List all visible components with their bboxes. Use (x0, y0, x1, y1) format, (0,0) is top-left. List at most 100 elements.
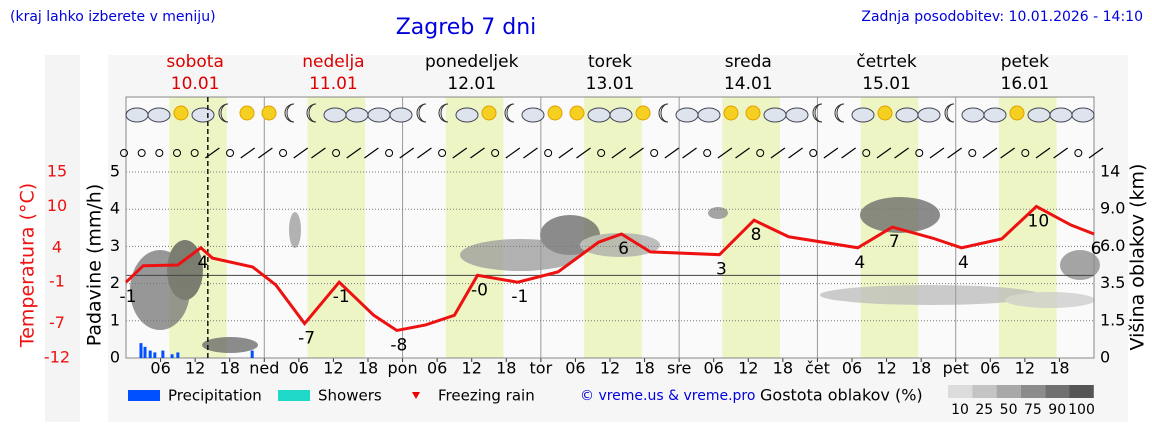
wind-barb (293, 147, 309, 159)
calm-mark (226, 149, 235, 157)
wind-barb (470, 147, 485, 159)
cloud-density (130, 197, 1100, 353)
wind-barb (611, 147, 627, 159)
calm-mark (756, 149, 765, 157)
daylight-band (307, 97, 366, 358)
wind-barb (417, 147, 432, 159)
day-date: 12.01 (447, 74, 496, 94)
cloud-icon (1071, 107, 1095, 123)
cloud-icon (917, 107, 941, 123)
x-tick-label: pon (388, 359, 418, 378)
cloud-icon (785, 107, 809, 123)
wind-barb (399, 147, 415, 159)
density-swatch (1069, 385, 1094, 398)
moon-icon (438, 103, 449, 123)
wind-barb (929, 147, 945, 159)
y-tick-label: 1 (110, 310, 120, 329)
wind-barb (664, 147, 680, 159)
x-tick-label: 12 (600, 359, 620, 378)
x-tick-label: sre (667, 359, 691, 378)
wind-barb (717, 147, 733, 159)
day-date: 15.01 (862, 74, 911, 94)
calm-mark (1074, 149, 1083, 157)
precip-bar (161, 350, 165, 358)
x-tick-label: 06 (704, 359, 724, 378)
cloud-icon (345, 107, 369, 123)
legend-label: Precipitation (168, 387, 262, 405)
cloud-icon (587, 107, 611, 123)
cloud-icon (191, 107, 215, 123)
temp-label: 6 (618, 239, 629, 259)
temp-label: 10 (1028, 211, 1050, 231)
calm-mark (650, 149, 659, 157)
x-tick-label: ned (249, 359, 279, 378)
daylight (169, 97, 1057, 358)
temp-label: 3 (716, 260, 727, 280)
precip-bar (250, 350, 254, 358)
legend-label: Showers (318, 387, 382, 405)
calm-mark (1021, 149, 1030, 157)
wind-barb (894, 147, 909, 159)
calm-mark (968, 149, 977, 157)
calm-mark (438, 149, 447, 157)
x-tick-label: 18 (911, 359, 931, 378)
y-tick-label: 4 (110, 199, 120, 218)
cloud-tick-label: 0 (1100, 348, 1110, 367)
calm-mark (279, 149, 288, 157)
temp-label: -8 (390, 335, 407, 355)
day-date: 10.01 (171, 74, 220, 94)
cloud-icon (521, 107, 545, 123)
cloud-icon (389, 107, 413, 123)
temp-label: -1 (120, 287, 137, 307)
cloud-icon (961, 107, 985, 123)
wind-barb (735, 147, 750, 159)
y-axis-label: Padavine (mm/h) (84, 184, 106, 347)
temp-tick-label: -7 (49, 313, 65, 332)
updated: Zadnja posodobitev: 10.01.2026 - 14:10 (861, 9, 1143, 25)
density-swatch (996, 385, 1021, 398)
x-tick-label: 18 (773, 359, 793, 378)
precip-bar (170, 354, 174, 358)
temp-label: 8 (751, 225, 762, 245)
x-tick-label: 06 (427, 359, 447, 378)
x-tick-label: 12 (323, 359, 343, 378)
wind-row (120, 147, 1104, 159)
precip-bar (139, 343, 143, 358)
x-tick-label: tor (530, 359, 553, 378)
wind-barb (505, 147, 521, 159)
moon-icon (218, 103, 229, 123)
wind-barb (770, 147, 786, 159)
precip-bar (153, 352, 157, 358)
wind-barb (876, 147, 892, 159)
y-tick-label: 3 (110, 236, 120, 255)
sun-icon (723, 105, 739, 121)
precip-bar (176, 352, 180, 358)
day-name: petek (1001, 52, 1049, 72)
cloud-icon (609, 107, 633, 123)
wind-barb (982, 147, 998, 159)
cloud-icon (1027, 107, 1051, 123)
cloud-icon (851, 107, 875, 123)
precip-bar (148, 350, 152, 358)
x-tick-label: 18 (358, 359, 378, 378)
calm-mark (332, 149, 341, 157)
x-tick-label: 18 (220, 359, 240, 378)
cloud-tick-label: 14 (1100, 162, 1120, 181)
temp-label: 4 (958, 253, 969, 273)
wind-barb (841, 147, 856, 159)
wind-barb (947, 147, 962, 159)
wind-barb (788, 147, 803, 159)
calm-mark (915, 149, 924, 157)
temp-label: 4 (197, 253, 208, 273)
cloud-axis-label: Višina oblakov (km) (1127, 164, 1149, 351)
moon-icon (504, 103, 515, 123)
wind-barb (364, 147, 379, 159)
daylight-band (445, 97, 504, 358)
calm-mark (137, 149, 146, 157)
density-swatch (972, 385, 997, 398)
daylight-band (998, 97, 1057, 358)
day-date: 13.01 (586, 74, 635, 94)
cloud-icon (983, 107, 1007, 123)
density-swatch (1020, 385, 1046, 398)
temp-tick-label: -1 (49, 272, 65, 291)
